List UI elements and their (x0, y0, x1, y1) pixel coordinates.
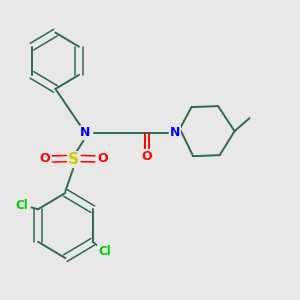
Text: Cl: Cl (98, 245, 111, 258)
Text: Cl: Cl (15, 199, 28, 212)
Text: N: N (170, 126, 180, 139)
Text: O: O (39, 152, 50, 165)
Text: O: O (141, 150, 152, 163)
Text: O: O (98, 152, 108, 165)
Text: S: S (68, 152, 79, 167)
Text: N: N (80, 126, 91, 139)
